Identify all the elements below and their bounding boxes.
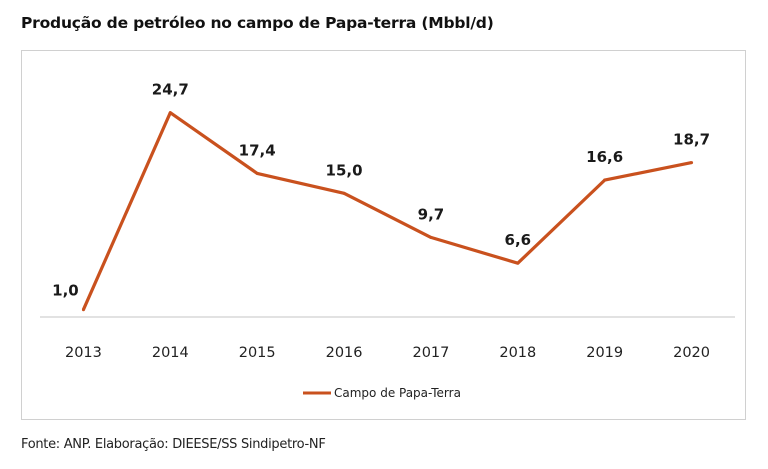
legend: Campo de Papa-Terra: [303, 386, 461, 400]
x-tick-label-2020: 2020: [673, 345, 710, 361]
source-note: Fonte: ANP. Elaboração: DIEESE/SS Sindip…: [21, 437, 326, 452]
x-tick-labels: 2013 2014 2015 2016 2017 2018 2019 2020: [65, 345, 710, 361]
x-tick-label-2014: 2014: [152, 345, 189, 361]
data-label-2016: 15,0: [326, 161, 363, 179]
data-point-2014: [168, 111, 172, 115]
x-tick-label-2015: 2015: [239, 345, 276, 361]
data-point-2020: [690, 161, 694, 165]
x-tick-label-2018: 2018: [499, 345, 536, 361]
data-point-2016: [342, 191, 346, 195]
data-point-2018: [516, 261, 520, 265]
data-label-2015: 17,4: [239, 141, 276, 159]
x-tick-label-2013: 2013: [65, 345, 102, 361]
chart-frame: [21, 50, 746, 420]
x-tick-label-2017: 2017: [412, 345, 449, 361]
data-point-2013: [81, 308, 85, 312]
data-label-2020: 18,7: [673, 131, 710, 149]
series-line-campo-de-papa-terra: [81, 111, 692, 311]
chart-title: Produção de petróleo no campo de Papa-te…: [21, 14, 494, 32]
data-label-2018: 6,6: [505, 231, 532, 249]
data-point-2015: [255, 171, 259, 175]
x-tick-label-2019: 2019: [586, 345, 623, 361]
series-layer: [81, 111, 694, 312]
data-label-2019: 16,6: [586, 148, 623, 166]
legend-label: Campo de Papa-Terra: [334, 386, 461, 400]
data-labels: 1,0 24,7 17,4 15,0 9,7 6,6 16,6 18,7: [52, 81, 710, 300]
data-label-2014: 24,7: [152, 81, 189, 99]
data-point-2017: [429, 235, 433, 239]
data-label-2013: 1,0: [52, 282, 79, 300]
x-tick-label-2016: 2016: [326, 345, 363, 361]
data-point-2019: [603, 178, 607, 182]
data-label-2017: 9,7: [418, 205, 445, 223]
